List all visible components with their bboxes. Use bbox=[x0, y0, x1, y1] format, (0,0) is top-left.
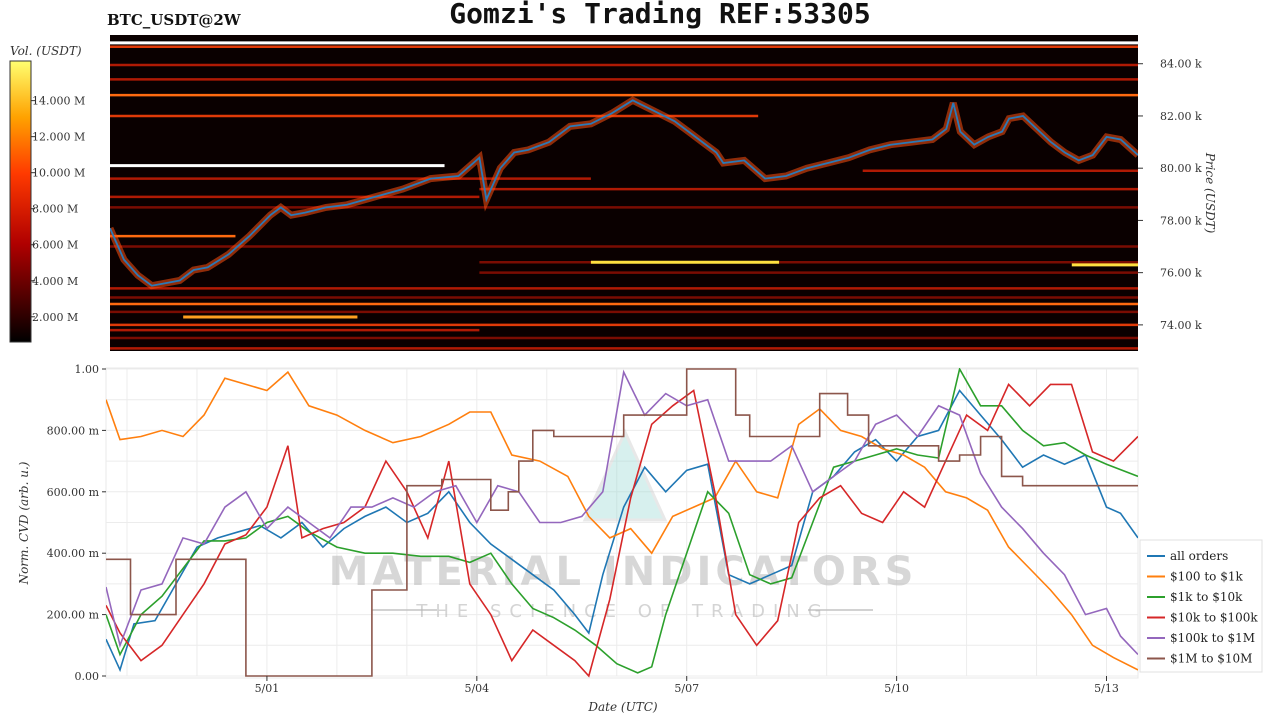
colorbar-tick-label: 12.000 M bbox=[32, 131, 85, 144]
symbol-label: BTC_USDT@2W bbox=[107, 11, 241, 29]
legend-entry: $1k to $10k bbox=[1170, 590, 1243, 604]
colorbar-tick-label: 10.000 M bbox=[32, 167, 85, 180]
cvd-xtick-label: 5/01 bbox=[255, 682, 280, 695]
heatmap-panel: 84.00 k 82.00 k 80.00 k 78.00 k 76.00 k 74.00… bbox=[110, 35, 1217, 351]
cvd-ytick-label: 0.00 bbox=[75, 670, 100, 683]
heatmap-ytick-label: 74.00 k bbox=[1160, 319, 1202, 332]
price-line bbox=[110, 99, 1138, 287]
page-title: Gomzi's Trading REF:53305 bbox=[449, 0, 871, 30]
colorbar-tick-label: 6.000 M bbox=[32, 239, 78, 252]
colorbar-tick-label: 4.000 M bbox=[32, 275, 78, 288]
heatmap-ytick-label: 80.00 k bbox=[1160, 162, 1202, 175]
cvd-ytick-label: 1.00 bbox=[75, 363, 100, 376]
colorbar-tick-label: 8.000 M bbox=[32, 203, 78, 216]
heatmap-ytick-label: 78.00 k bbox=[1160, 214, 1202, 227]
cvd-xtick-label: 5/10 bbox=[884, 682, 909, 695]
legend-entry: $10k to $100k bbox=[1170, 611, 1258, 625]
cvd-xtick-label: 5/13 bbox=[1094, 682, 1119, 695]
legend-entry: $100 to $1k bbox=[1170, 570, 1243, 584]
colorbar-tick-label: 2.000 M bbox=[32, 311, 78, 324]
cvd-ytick-label: 800.00 m bbox=[47, 424, 100, 437]
legend-entry: $1M to $10M bbox=[1170, 652, 1252, 666]
cvd-series-line bbox=[106, 368, 1138, 674]
cvd-series-line bbox=[106, 383, 1138, 678]
colorbar-tick-label: 14.000 M bbox=[32, 95, 85, 108]
cvd-series-line bbox=[106, 369, 1138, 656]
legend: all orders $100 to $1k $1k to $10k $10k to … bbox=[1139, 539, 1263, 673]
cvd-xtick-label: 5/04 bbox=[464, 682, 489, 695]
heatmap-ytick-label: 82.00 k bbox=[1160, 110, 1202, 123]
heatmap-ytick-label: 76.00 k bbox=[1160, 267, 1202, 280]
heatmap-ylabel: Price (USDT) bbox=[1203, 152, 1217, 234]
cvd-ytick-label: 400.00 m bbox=[47, 547, 100, 560]
cvd-ytick-label: 200.00 m bbox=[47, 609, 100, 622]
heatmap-ytick-label: 84.00 k bbox=[1160, 58, 1202, 71]
cvd-ytick-label: 600.00 m bbox=[47, 486, 100, 499]
cvd-series-line bbox=[106, 368, 1138, 677]
cvd-xtick-label: 5/07 bbox=[674, 682, 699, 695]
colorbar bbox=[9, 60, 32, 343]
cvd-series-line bbox=[106, 389, 1138, 673]
cvd-xlabel: Date (UTC) bbox=[587, 700, 657, 714]
colorbar-ticks: 14.000 M 12.000 M 10.000 M 8.000 M 6.000 M 4.… bbox=[31, 95, 85, 324]
watermark-tagline: THE SCIENCE OF TRADING bbox=[415, 601, 829, 622]
cvd-series-line bbox=[106, 370, 1138, 671]
legend-entry: all orders bbox=[1170, 549, 1228, 563]
colorbar-label: Vol. (USDT) bbox=[10, 44, 82, 58]
cvd-panel: MATERIAL INDICATORS THE SCIENCE OF TRADI… bbox=[17, 363, 1139, 714]
cvd-ylabel: Norm. CVD (arb. u.) bbox=[17, 461, 31, 585]
legend-entry: $100k to $1M bbox=[1170, 631, 1255, 645]
